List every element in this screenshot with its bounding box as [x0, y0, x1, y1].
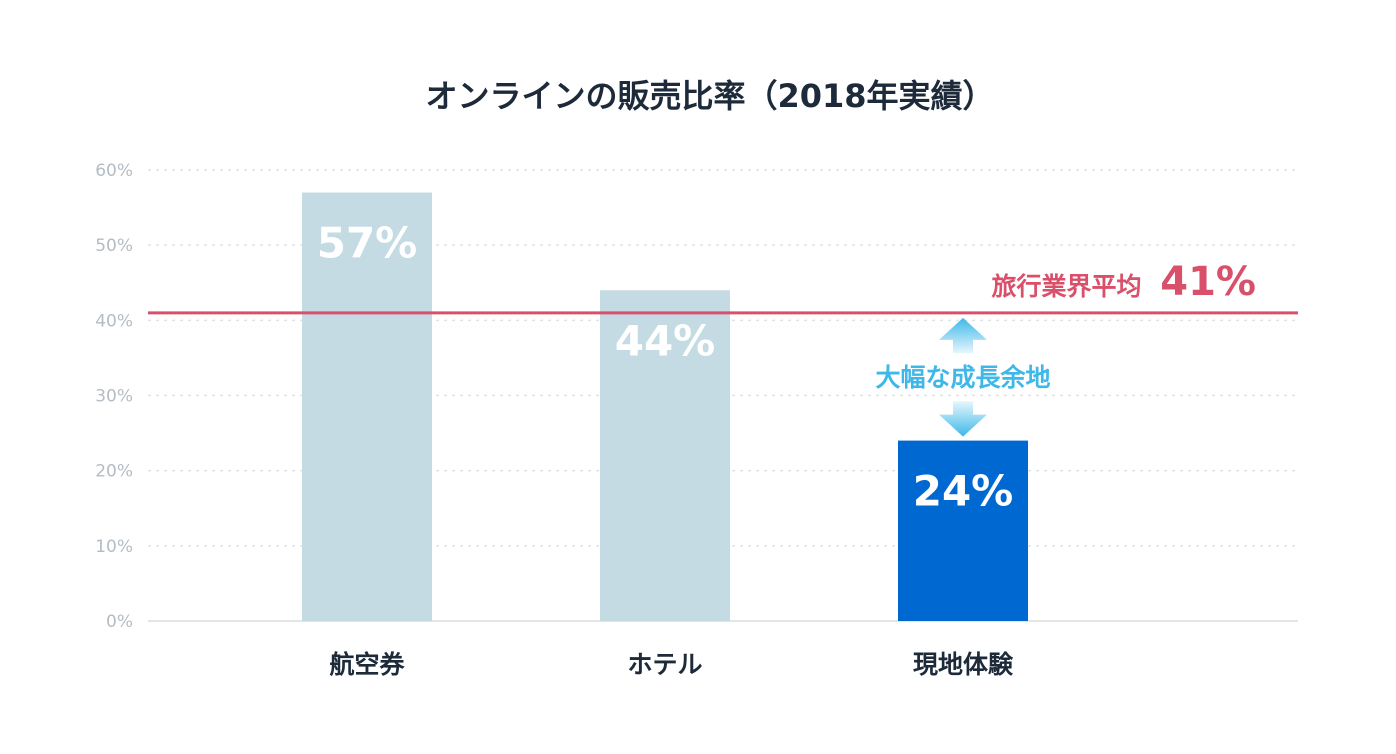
chart-title: オンラインの販売比率（2018年実績）: [425, 77, 994, 115]
y-tick-label: 40%: [95, 311, 133, 331]
arrow-down-icon: [939, 401, 987, 437]
arrow-up-icon: [939, 317, 987, 354]
bar: [898, 440, 1028, 621]
bar: [600, 290, 730, 621]
y-tick-label: 10%: [95, 537, 133, 557]
y-tick-label: 0%: [106, 612, 133, 632]
y-axis: 0% 10% 20% 30% 40% 50% 60%: [95, 161, 133, 632]
category-label: 現地体験: [913, 650, 1014, 679]
category-label: 航空券: [329, 650, 405, 679]
data-label: 24%: [913, 467, 1014, 516]
data-label: 44%: [615, 316, 716, 365]
y-tick-label: 30%: [95, 387, 133, 407]
industry-average-label: 旅行業界平均 41%: [992, 259, 1256, 305]
y-tick-label: 60%: [95, 161, 133, 181]
y-tick-label: 20%: [95, 462, 133, 482]
growth-annotation-text: 大幅な成長余地: [875, 363, 1050, 392]
growth-annotation: 大幅な成長余地: [875, 317, 1051, 437]
data-labels: 57% 44% 24%: [317, 219, 1014, 516]
y-tick-label: 50%: [95, 236, 133, 256]
industry-average-text: 旅行業界平均: [992, 272, 1142, 301]
x-axis: 航空券 ホテル 現地体験: [329, 650, 1014, 679]
bar: [302, 192, 432, 622]
category-label: ホテル: [627, 650, 702, 679]
bars: [302, 192, 1028, 622]
industry-average-value: 41%: [1160, 259, 1256, 305]
data-label: 57%: [317, 219, 418, 268]
